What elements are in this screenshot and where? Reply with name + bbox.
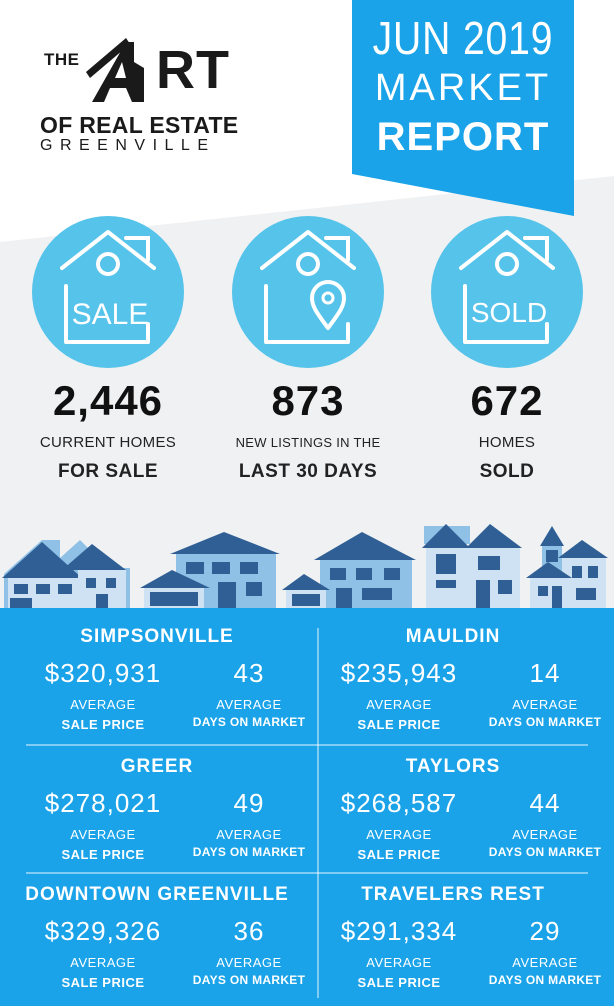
price-label-average: AVERAGE	[70, 955, 136, 970]
days-label-days-on-market: DAYS ON MARKET	[488, 845, 602, 859]
city-simpsonville: SIMPSONVILLE $320,931 43 AVERAGE SALE PR…	[4, 608, 310, 738]
days-label-days-on-market: DAYS ON MARKET	[488, 973, 602, 987]
house-location-pin-icon	[232, 216, 384, 368]
city-name: GREER	[120, 756, 194, 777]
house-2	[140, 532, 280, 608]
city-stats-panel: SIMPSONVILLE $320,931 43 AVERAGE SALE PR…	[0, 608, 614, 1006]
average-sale-price: $278,021	[44, 788, 162, 818]
price-label-sale-price: SALE PRICE	[357, 975, 441, 990]
days-label-average: AVERAGE	[216, 955, 282, 970]
days-label-average: AVERAGE	[216, 827, 282, 842]
stat-label-2: FOR SALE	[57, 461, 159, 482]
company-logo: THE RT OF REAL ESTATE GREENVILLE	[38, 36, 242, 156]
banner-month-year: JUN 2019	[372, 12, 554, 64]
average-days-on-market: 49	[233, 788, 265, 818]
city-name: TAYLORS	[405, 756, 501, 777]
price-label-average: AVERAGE	[70, 827, 136, 842]
price-label-average: AVERAGE	[70, 697, 136, 712]
row-divider-2	[26, 872, 588, 874]
sold-icon-text: SOLD	[471, 297, 547, 328]
logo-of-real-estate: OF REAL ESTATE	[40, 112, 239, 138]
sale-icon-text: SALE	[72, 298, 149, 331]
days-label-days-on-market: DAYS ON MARKET	[192, 845, 306, 859]
stat-homes-for-sale: SALE 2,446 CURRENT HOMES FOR SALE	[8, 216, 208, 483]
city-name: DOWNTOWN GREENVILLE	[25, 884, 289, 905]
days-label-days-on-market: DAYS ON MARKET	[488, 715, 602, 729]
days-label-average: AVERAGE	[216, 697, 282, 712]
average-sale-price: $320,931	[44, 658, 162, 688]
price-label-sale-price: SALE PRICE	[61, 717, 145, 732]
logo-the: THE	[44, 50, 80, 69]
banner-shape	[352, 0, 574, 216]
price-label-sale-price: SALE PRICE	[357, 847, 441, 862]
city-taylors: TAYLORS $268,587 44 AVERAGE SALE PRICE A…	[300, 738, 606, 868]
stat-label-1: NEW LISTINGS IN THE	[235, 435, 381, 450]
city-downtown-greenville: DOWNTOWN GREENVILLE $329,326 36 AVERAGE …	[4, 866, 310, 996]
banner-market: MARKET	[374, 67, 552, 109]
house-3	[282, 532, 416, 608]
price-label-average: AVERAGE	[366, 697, 432, 712]
city-mauldin: MAULDIN $235,943 14 AVERAGE SALE PRICE A…	[300, 608, 606, 738]
days-label-days-on-market: DAYS ON MARKET	[192, 973, 306, 987]
average-days-on-market: 14	[529, 658, 561, 688]
average-sale-price: $329,326	[44, 916, 162, 946]
house-sale-icon: SALE	[32, 216, 184, 368]
report-banner: JUN 2019 MARKET REPORT	[352, 0, 574, 216]
stat-label-2: LAST 30 DAYS	[238, 461, 378, 482]
average-sale-price: $291,334	[340, 916, 458, 946]
houses-illustration	[2, 524, 608, 608]
stat-value: 873	[271, 377, 345, 424]
stat-label-2: SOLD	[479, 461, 535, 482]
city-name: TRAVELERS REST	[361, 884, 545, 905]
city-name: MAULDIN	[405, 626, 501, 647]
days-label-average: AVERAGE	[512, 697, 578, 712]
stat-label-1: HOMES	[478, 434, 536, 451]
price-label-sale-price: SALE PRICE	[61, 975, 145, 990]
average-sale-price: $235,943	[340, 658, 458, 688]
stat-new-listings: 873 NEW LISTINGS IN THE LAST 30 DAYS	[208, 216, 408, 483]
house-1	[2, 540, 130, 608]
price-label-sale-price: SALE PRICE	[357, 717, 441, 732]
days-label-average: AVERAGE	[512, 827, 578, 842]
city-greer: GREER $278,021 49 AVERAGE SALE PRICE AVE…	[4, 738, 310, 868]
average-days-on-market: 43	[233, 658, 265, 688]
house-sold-icon: SOLD	[431, 216, 583, 368]
banner-report: REPORT	[376, 115, 550, 159]
price-label-average: AVERAGE	[366, 955, 432, 970]
city-travelers-rest: TRAVELERS REST $291,334 29 AVERAGE SALE …	[300, 866, 606, 996]
days-label-days-on-market: DAYS ON MARKET	[192, 715, 306, 729]
average-sale-price: $268,587	[340, 788, 458, 818]
roof-a-logo-icon	[86, 38, 144, 102]
price-label-sale-price: SALE PRICE	[61, 847, 145, 862]
logo-rt: RT	[156, 40, 230, 100]
stat-value: 2,446	[52, 377, 164, 424]
city-name: SIMPSONVILLE	[80, 626, 234, 647]
house-5	[526, 526, 608, 608]
stat-value: 672	[470, 377, 544, 424]
days-label-average: AVERAGE	[512, 955, 578, 970]
logo-greenville: GREENVILLE	[40, 137, 216, 154]
average-days-on-market: 29	[529, 916, 561, 946]
average-days-on-market: 44	[529, 788, 561, 818]
price-label-average: AVERAGE	[366, 827, 432, 842]
stat-homes-sold: SOLD 672 HOMES SOLD	[407, 216, 607, 483]
row-divider-1	[26, 744, 588, 746]
stat-label-1: CURRENT HOMES	[39, 434, 177, 451]
column-divider	[317, 628, 319, 998]
house-4	[422, 524, 522, 608]
average-days-on-market: 36	[233, 916, 265, 946]
